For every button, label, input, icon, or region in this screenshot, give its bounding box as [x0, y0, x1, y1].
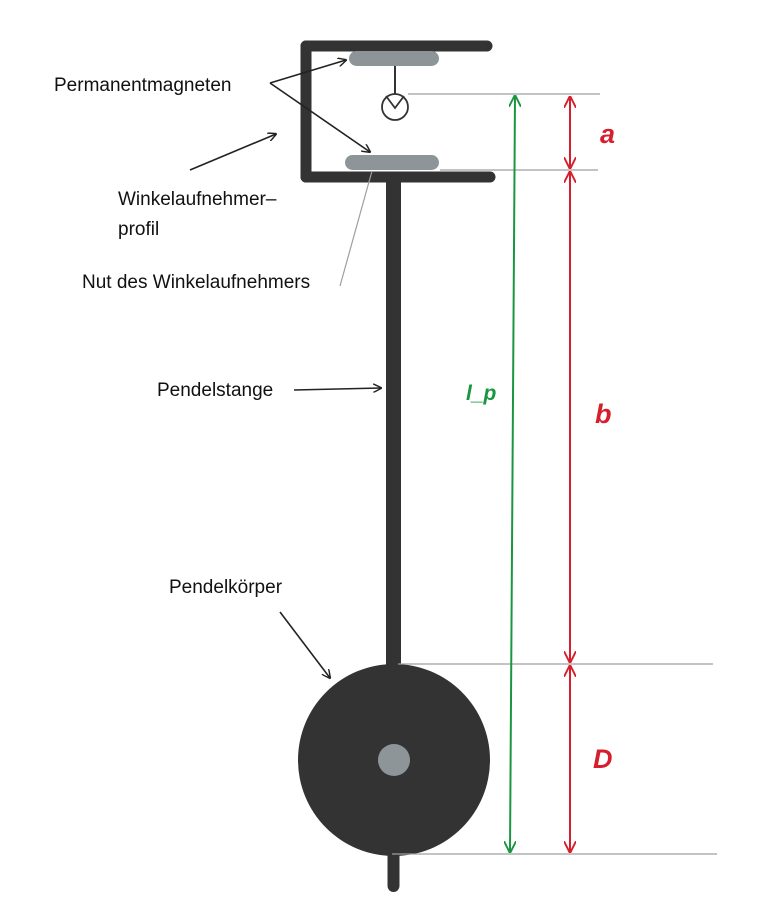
- label-pendulum-bob: Pendelkörper: [169, 577, 283, 598]
- magnet-top-pointer: [269, 60, 346, 84]
- dimension-d-label: D: [593, 744, 613, 774]
- annotation-arrows: [189, 60, 381, 678]
- magnet-bottom-pointer: [269, 82, 370, 152]
- label-sensor-groove: Nut des Winkelaufnehmers: [82, 272, 310, 293]
- magnet-top: [349, 51, 439, 66]
- label-permanent-magnets: Permanentmagneten: [54, 75, 231, 96]
- dimension-lp-label: l_p: [466, 382, 497, 405]
- label-sensor-profile-line2: profil: [118, 219, 159, 240]
- rod-pointer: [293, 388, 381, 390]
- pivot-groove: [381, 66, 409, 121]
- dimension-a-label: a: [600, 119, 615, 149]
- bob-pointer: [279, 611, 330, 678]
- sensor-profile: [300, 40, 496, 183]
- pendulum-rod: [386, 182, 401, 672]
- label-sensor-profile-line1: Winkelaufnehmer–: [118, 189, 277, 210]
- profile-pointer: [189, 134, 276, 171]
- dimension-lp-arrow: [510, 96, 515, 852]
- dimension-b-label: b: [595, 399, 612, 429]
- pendulum-hub: [378, 744, 410, 776]
- magnet-bottom: [345, 155, 439, 170]
- label-pendulum-rod: Pendelstange: [157, 380, 273, 401]
